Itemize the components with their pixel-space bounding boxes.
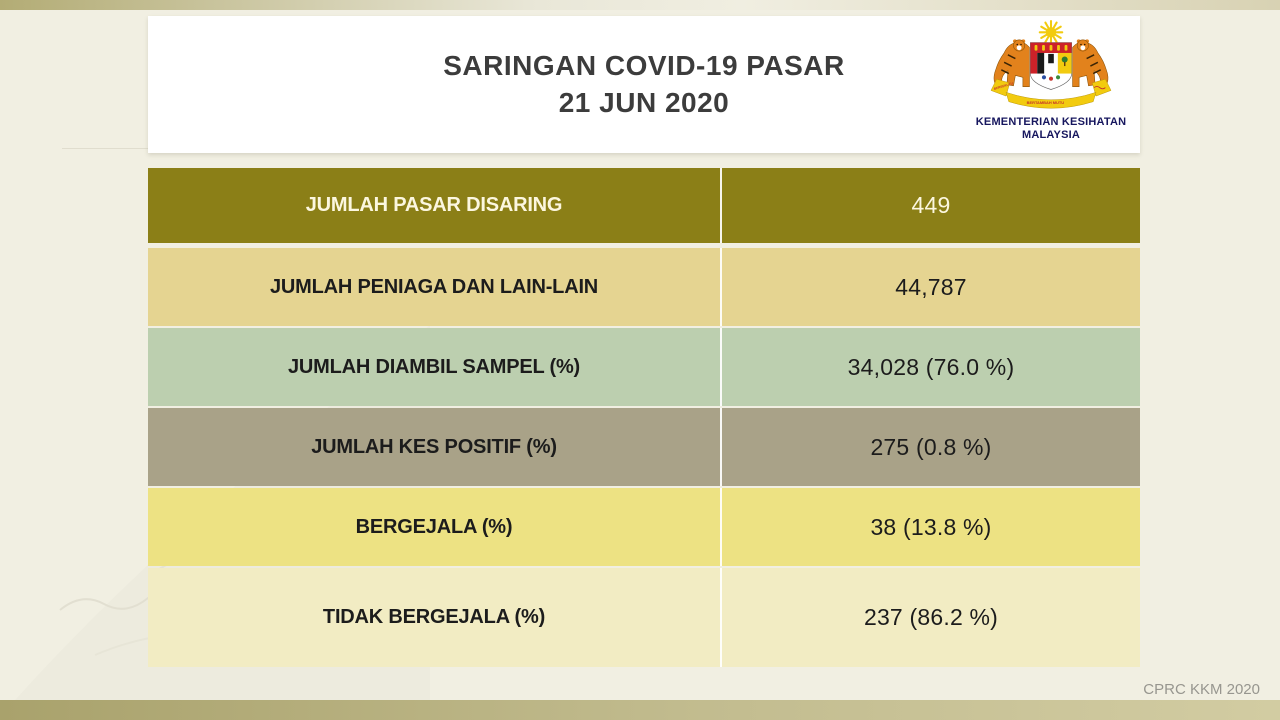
ministry-name-line2: MALAYSIA (1021, 129, 1081, 141)
bottom-accent-bar (0, 700, 1280, 720)
table-row: TIDAK BERGEJALA (%) 237 (86.2 %) (148, 568, 1140, 667)
background-divider-line (62, 148, 148, 149)
header: SARINGAN COVID-19 PASAR 21 JUN 2020 (148, 16, 1140, 153)
table-row: JUMLAH PASAR DISARING 449 (148, 168, 1140, 243)
table-row: BERGEJALA (%) 38 (13.8 %) (148, 488, 1140, 566)
row-value-cell: 275 (0.8 %) (720, 408, 1140, 486)
row-label-cell: TIDAK BERGEJALA (%) (322, 606, 546, 628)
row-value-cell: 34,028 (76.0 %) (720, 328, 1140, 406)
row-label-cell: JUMLAH KES POSITIF (%) (311, 435, 557, 458)
ministry-name: KEMENTERIAN KESIHATAN MALAYSIA (976, 116, 1126, 142)
ministry-name-line1: KEMENTERIAN KESIHATAN (975, 116, 1127, 128)
slide-title: SARINGAN COVID-19 PASAR 21 JUN 2020 (148, 16, 1140, 153)
table-row: JUMLAH KES POSITIF (%) 275 (0.8 %) (148, 408, 1140, 486)
logo-motto-center: BERTAMBAH MUTU (1027, 100, 1065, 105)
slide-title-line1: SARINGAN COVID-19 PASAR (443, 50, 845, 81)
table-row: JUMLAH DIAMBIL SAMPEL (%) 34,028 (76.0 %… (148, 328, 1140, 406)
row-label-cell: JUMLAH PENIAGA DAN LAIN-LAIN (269, 275, 599, 298)
row-value-cell: 38 (13.8 %) (720, 488, 1140, 566)
logo-motto-left: BERSEKUTU (993, 81, 1014, 91)
row-value-cell: 44,787 (720, 248, 1140, 326)
row-label-cell: JUMLAH DIAMBIL SAMPEL (%) (287, 355, 581, 378)
top-accent-bar (0, 0, 1280, 10)
moh-logo: BERSEKUTU BERTAMBAH MUTU KEMENTERIAN KES… (972, 19, 1130, 150)
row-value-cell: 449 (720, 168, 1140, 243)
row-label-cell: BERGEJALA (%) (355, 515, 513, 538)
footer-credit: CPRC KKM 2020 (1143, 681, 1260, 698)
stats-table: JUMLAH PASAR DISARING 449 JUMLAH PENIAGA… (148, 168, 1140, 667)
row-value-cell: 237 (86.2 %) (720, 568, 1140, 667)
slide-title-line2: 21 JUN 2020 (558, 87, 730, 118)
table-row: JUMLAH PENIAGA DAN LAIN-LAIN 44,787 (148, 248, 1140, 326)
malaysia-coat-of-arms-icon: BERSEKUTU BERTAMBAH MUTU (990, 20, 1112, 109)
row-label-cell: JUMLAH PASAR DISARING (305, 194, 563, 216)
